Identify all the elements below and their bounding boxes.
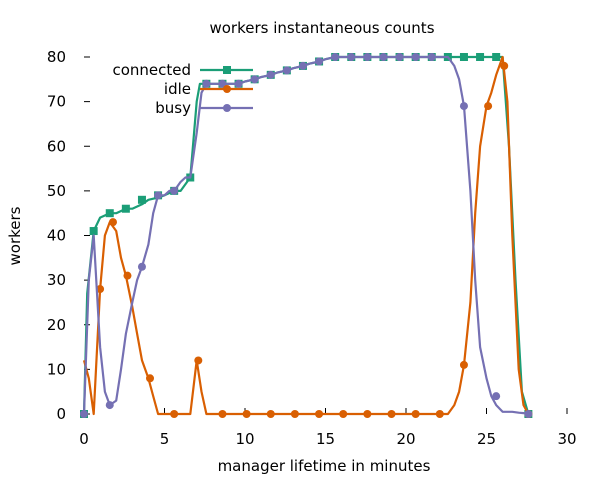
data-point-connected (492, 53, 501, 61)
data-point-idle (339, 410, 348, 418)
data-point-busy (459, 102, 468, 111)
data-point-busy (524, 410, 533, 418)
data-point-busy (170, 186, 179, 195)
x-tick-label: 0 (79, 430, 89, 448)
data-point-idle (266, 410, 275, 418)
y-tick-label: 20 (47, 316, 66, 334)
data-point-connected (89, 227, 98, 236)
y-tick-label: 0 (56, 405, 66, 423)
data-point-idle (500, 61, 509, 70)
data-point-idle (96, 285, 105, 294)
x-tick-label: 25 (477, 430, 496, 448)
y-tick-label: 50 (47, 182, 66, 200)
data-point-idle (242, 410, 251, 418)
data-point-busy (282, 66, 291, 75)
data-point-idle (435, 410, 444, 418)
data-point-idle (290, 410, 299, 418)
data-point-idle (484, 102, 493, 111)
data-point-idle (363, 410, 372, 418)
data-point-busy (363, 53, 372, 61)
data-point-connected (459, 53, 468, 61)
y-tick-label: 10 (47, 360, 66, 378)
data-point-busy (137, 262, 146, 271)
x-tick-label: 5 (160, 430, 170, 448)
x-axis-label: manager lifetime in minutes (218, 457, 431, 475)
y-tick-label: 30 (47, 271, 66, 289)
legend-marker-busy (223, 104, 231, 112)
y-tick-label: 80 (47, 48, 66, 66)
data-point-connected (105, 209, 114, 218)
data-point-idle (218, 410, 227, 418)
data-point-idle (387, 410, 396, 418)
chart-title: workers instantaneous counts (209, 19, 434, 37)
data-point-idle (170, 410, 179, 418)
legend-item-idle: idle (164, 80, 253, 98)
data-point-busy (379, 53, 388, 61)
legend-item-connected: connected (112, 61, 253, 79)
y-tick-label: 40 (47, 227, 66, 245)
data-point-idle (194, 356, 203, 365)
data-point-busy (315, 57, 324, 66)
legend-label: connected (112, 61, 191, 79)
x-tick-label: 10 (235, 430, 254, 448)
data-point-idle (123, 271, 132, 280)
series-busy (80, 53, 533, 418)
y-tick-label: 70 (47, 93, 66, 111)
x-tick-label: 30 (557, 430, 576, 448)
data-point-busy (395, 53, 404, 61)
data-point-idle (146, 374, 155, 383)
data-point-busy (347, 53, 356, 61)
data-point-busy (250, 75, 259, 84)
data-point-connected (121, 204, 130, 213)
data-point-busy (266, 70, 275, 79)
legend-item-busy: busy (155, 99, 253, 117)
data-point-busy (492, 392, 501, 401)
data-point-busy (298, 61, 307, 70)
legend-marker-connected (223, 66, 231, 74)
data-point-busy (427, 53, 436, 61)
axes: 0 5 10 15 20 25 30 0 10 20 30 40 50 60 70 80 (47, 48, 577, 448)
data-point-busy (105, 401, 114, 410)
data-point-busy (411, 53, 420, 61)
data-point-busy (80, 410, 88, 418)
data-point-idle (459, 360, 468, 369)
series-layer (80, 53, 533, 418)
data-point-idle (108, 218, 117, 227)
legend-label: busy (155, 99, 191, 117)
x-tick-label: 15 (316, 430, 335, 448)
data-point-connected (476, 53, 485, 61)
y-axis-label: workers (6, 206, 24, 265)
legend-label: idle (164, 80, 191, 98)
data-point-busy (234, 79, 243, 88)
data-point-busy (331, 53, 340, 61)
x-tick-label: 20 (396, 430, 415, 448)
data-point-busy (218, 79, 227, 88)
legend-marker-idle (223, 85, 231, 93)
data-point-idle (315, 410, 324, 418)
data-point-busy (202, 79, 211, 88)
data-point-idle (411, 410, 420, 418)
y-tick-label: 60 (47, 137, 66, 155)
series-line-busy (82, 55, 529, 416)
data-point-busy (154, 191, 163, 200)
data-point-connected (137, 195, 146, 204)
